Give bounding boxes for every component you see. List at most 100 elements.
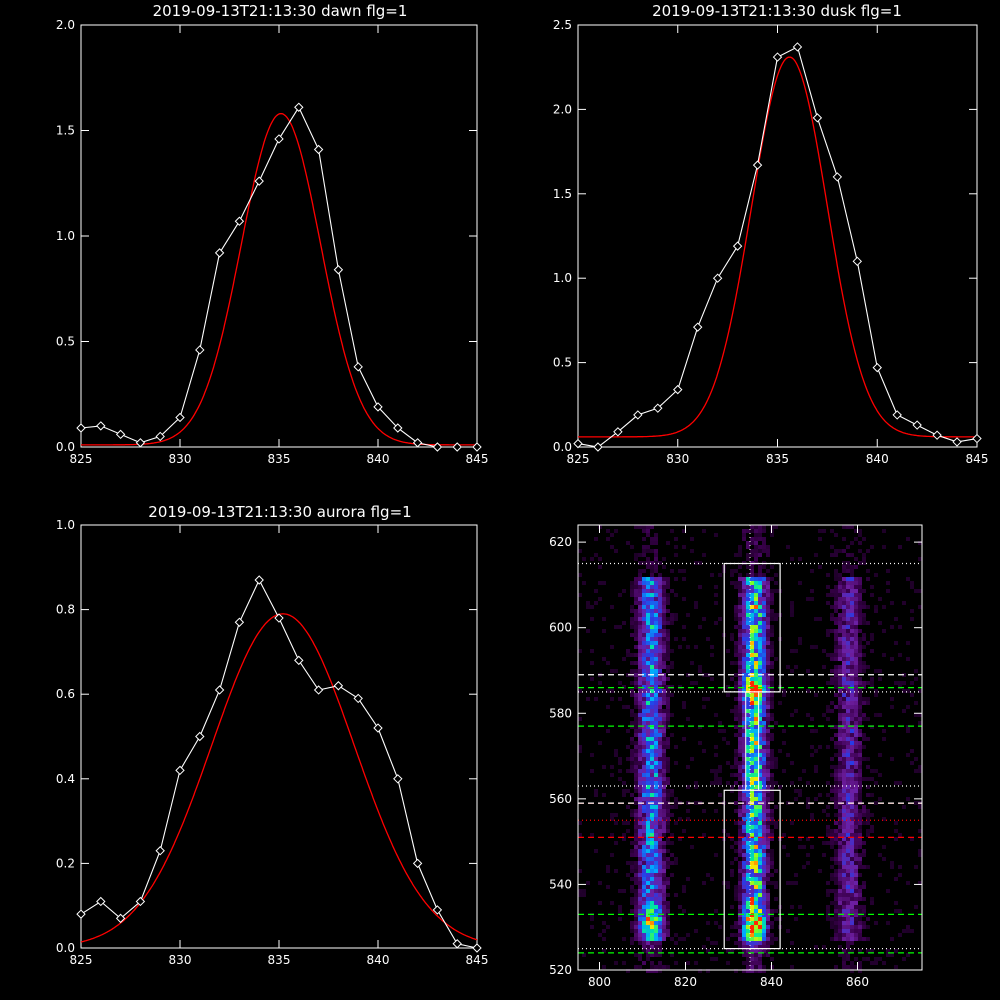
dusk-data-point	[832, 172, 843, 182]
aurora-data-point	[432, 905, 443, 915]
aurora-data-point	[274, 613, 284, 623]
dawn-data-point	[274, 134, 284, 144]
dusk-ytick-label: 0.5	[553, 356, 572, 370]
aurora-data-point	[234, 617, 245, 627]
dusk-data-point	[613, 427, 623, 437]
dawn-xtick-label: 835	[268, 452, 291, 466]
dawn-data-point	[373, 402, 383, 412]
dawn-data-point	[254, 176, 264, 186]
dawn-panel: 2019-09-13T21:13:30 dawn flg=1 825 830 835…	[56, 2, 489, 466]
aurora-data-point	[373, 723, 383, 733]
dusk-xtick-label: 840	[866, 452, 889, 466]
dusk-data-point	[772, 52, 783, 62]
dawn-xtick-label: 830	[169, 452, 192, 466]
dawn-data-point	[333, 265, 344, 275]
aurora-data-point	[412, 858, 423, 869]
image-xtick-label: 820	[674, 975, 697, 989]
dusk-xtick-label: 830	[666, 452, 689, 466]
aurora-data-point	[452, 939, 462, 949]
dawn-data-point	[472, 442, 482, 452]
dusk-ytick-label: 1.0	[553, 271, 572, 285]
dusk-data-point	[912, 420, 922, 430]
aurora-data-point	[393, 774, 403, 784]
extraction-box	[723, 789, 781, 950]
image-plot-frame	[577, 524, 923, 971]
image-xtick-label: 860	[846, 975, 869, 989]
dusk-data-point	[872, 362, 882, 373]
dawn-ytick-label: 0.0	[56, 440, 75, 454]
image-ytick-label: 600	[549, 621, 572, 635]
aurora-data-point	[76, 909, 86, 919]
spectral-image	[578, 525, 922, 973]
aurora-data-point	[96, 896, 106, 907]
image-ytick-label: 540	[549, 877, 572, 891]
dawn-xtick-label: 840	[367, 452, 390, 466]
dawn-data-point	[353, 362, 363, 372]
aurora-title: 2019-09-13T21:13:30 aurora flg=1	[148, 503, 411, 521]
aurora-data-point	[175, 765, 185, 776]
image-ytick-label: 620	[549, 535, 572, 549]
dusk-data-point	[752, 160, 763, 170]
dusk-ytick-label: 0.0	[553, 440, 572, 454]
dawn-xtick-label: 825	[70, 452, 93, 466]
aurora-xtick-label: 840	[367, 953, 390, 967]
image-ytick-label: 520	[549, 963, 572, 977]
dusk-data-point	[593, 442, 603, 452]
dusk-data-point	[732, 241, 743, 251]
dawn-data-point	[175, 412, 185, 423]
dusk-data-point	[692, 322, 703, 332]
dusk-xtick-label: 845	[966, 452, 989, 466]
dawn-data-point	[115, 429, 126, 440]
dawn-ytick-label: 0.5	[56, 335, 75, 349]
dawn-ytick-label: 2.0	[56, 18, 75, 32]
image-xtick-label: 840	[760, 975, 783, 989]
aurora-ytick-label: 0.4	[56, 772, 75, 786]
aurora-data-point	[195, 731, 205, 742]
aurora-data-point	[353, 693, 363, 704]
aurora-data-point	[155, 846, 165, 856]
dusk-ytick-label: 2.5	[553, 18, 572, 32]
aurora-ytick-label: 0.6	[56, 687, 75, 701]
dawn-title: 2019-09-13T21:13:30 dawn flg=1	[153, 2, 408, 20]
aurora-ytick-label: 0.8	[56, 603, 75, 617]
dawn-data-point	[294, 102, 304, 112]
extraction-box	[723, 562, 781, 693]
dusk-data-point	[812, 113, 823, 123]
dusk-data-point	[972, 433, 982, 444]
aurora-ytick-label: 0.2	[56, 856, 75, 870]
dusk-panel: 2019-09-13T21:13:30 dusk flg=1 825 830 835…	[553, 2, 989, 466]
dawn-data-point	[432, 442, 443, 452]
dusk-data-point	[673, 384, 683, 395]
dusk-data-point	[573, 438, 583, 449]
dusk-data-point	[792, 42, 803, 52]
aurora-data-point	[214, 685, 225, 695]
aurora-xtick-label: 830	[169, 953, 192, 967]
dawn-data-point	[393, 423, 403, 433]
dawn-data-point	[96, 421, 106, 431]
dawn-ytick-label: 1.0	[56, 229, 75, 243]
dusk-ytick-label: 2.0	[553, 102, 572, 116]
dawn-ytick-label: 1.5	[56, 124, 75, 138]
dawn-data-point	[155, 431, 165, 442]
aurora-xtick-label: 835	[268, 953, 291, 967]
dawn-fit-curve	[81, 112, 477, 446]
dawn-data-point	[234, 216, 245, 226]
aurora-data-point	[135, 896, 146, 907]
dawn-data-point	[135, 438, 146, 448]
dawn-data-point	[313, 144, 324, 155]
aurora-xtick-label: 825	[70, 953, 93, 967]
image-ytick-label: 560	[549, 792, 572, 806]
dusk-fit-curve	[578, 56, 977, 438]
dawn-data-point	[412, 438, 423, 448]
dusk-data-point	[932, 430, 942, 440]
aurora-data-point	[254, 575, 264, 585]
dusk-data-point	[952, 437, 962, 447]
dusk-ytick-label: 1.5	[553, 187, 572, 201]
aurora-data-point	[472, 943, 482, 953]
dusk-title: 2019-09-13T21:13:30 dusk flg=1	[652, 2, 902, 20]
aurora-data-point	[115, 913, 126, 924]
dusk-data-point	[892, 410, 902, 420]
aurora-data-point	[294, 655, 304, 666]
aurora-ytick-label: 1.0	[56, 518, 75, 532]
